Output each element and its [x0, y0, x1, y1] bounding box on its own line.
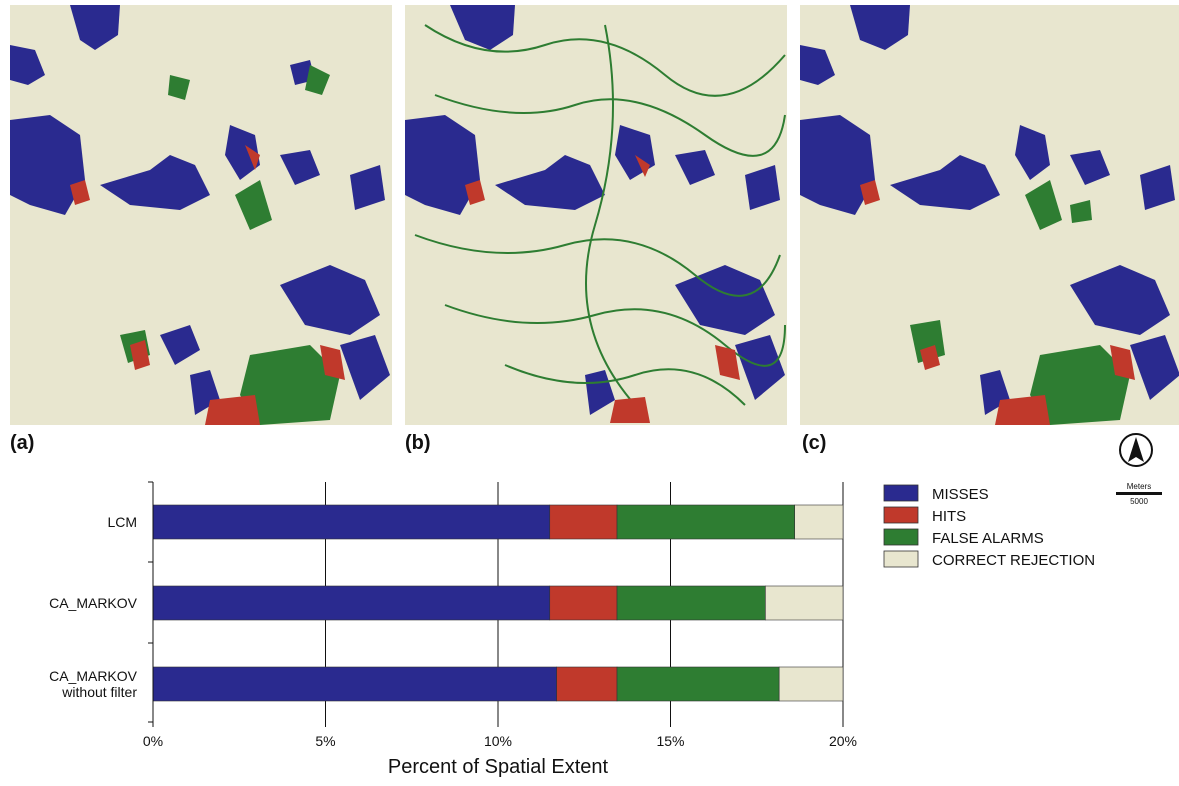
legend-label: FALSE ALARMS [932, 530, 1044, 547]
stacked-bar-chart: 0% 5% 10% 15% 20% LCM CA_MARKOV CA_MARKOV withou… [49, 481, 1095, 778]
x-axis-title: Percent of Spatial Extent [388, 756, 609, 778]
panel-label-b: (b) [405, 432, 431, 454]
panel-label-a: (a) [10, 432, 35, 454]
scale-unit: Meters [1126, 482, 1152, 491]
bar-segment [152, 666, 557, 702]
bar-segment [549, 504, 618, 540]
map-panel-a [10, 5, 392, 425]
bar-segment [152, 504, 551, 540]
x-tick-label: 5% [315, 733, 335, 749]
map-a-graphic [10, 5, 392, 425]
bars-layer [152, 504, 844, 702]
map-c-graphic [800, 5, 1179, 425]
x-tick-label: 15% [656, 733, 684, 749]
bar-segment [765, 585, 844, 621]
bar-segment [152, 585, 551, 621]
x-tick-label: 20% [829, 733, 857, 749]
bar-segment [778, 666, 844, 702]
y-category-label: CA_MARKOV [49, 595, 138, 611]
y-category-label: CA_MARKOV without filter [49, 668, 138, 700]
y-category-label: LCM [107, 514, 137, 530]
scale-line [1116, 492, 1162, 495]
legend-label: HITS [932, 508, 966, 525]
map-b-graphic [405, 5, 787, 425]
scale-value: 5000 [1130, 497, 1148, 506]
north-arrow-icon [1119, 433, 1153, 467]
map-panel-b [405, 5, 787, 425]
bar-segment [556, 666, 618, 702]
legend-swatch [883, 550, 919, 568]
legend-swatch [883, 484, 919, 502]
legend-swatch [883, 506, 919, 524]
legend-swatch [883, 528, 919, 546]
bar-segment [616, 585, 766, 621]
legend-label: CORRECT REJECTION [932, 552, 1095, 569]
axis-layer: 0% 5% 10% 15% 20% LCM CA_MARKOV CA_MARKOV withou… [49, 481, 857, 749]
legend-label: MISSES [932, 486, 989, 503]
legend: MISSES HITS FALSE ALARMS CORRECT REJECTION [883, 484, 1095, 569]
x-tick-label: 0% [143, 733, 163, 749]
bar-segment [794, 504, 844, 540]
scale-bar: Meters 5000 [1116, 482, 1162, 506]
bar-segment [549, 585, 618, 621]
bar-segment [616, 666, 780, 702]
map-panel-c [800, 5, 1179, 425]
panel-label-c: (c) [802, 432, 827, 454]
bar-segment [616, 504, 796, 540]
x-tick-label: 10% [484, 733, 512, 749]
